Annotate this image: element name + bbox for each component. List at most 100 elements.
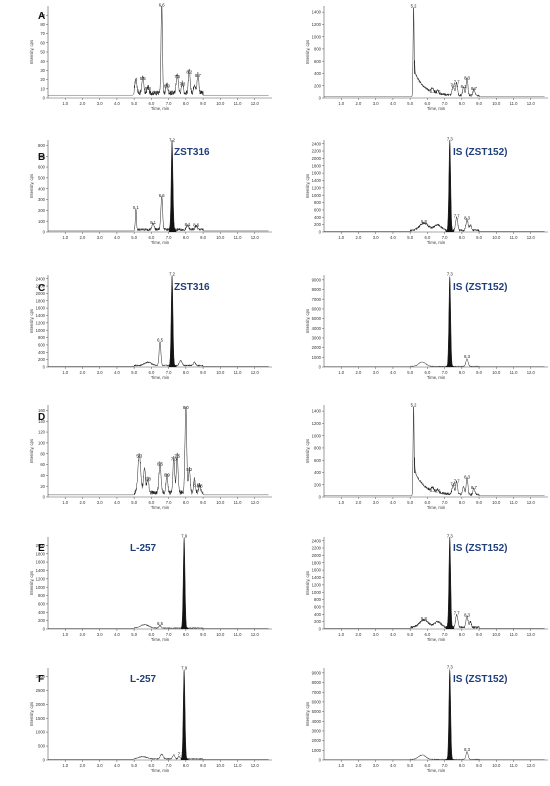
y-tick-label-f-right: 3000 [312,729,322,734]
y-tick-label-d-left: 40 [40,473,45,478]
y-tick-label-a-right: 200 [314,83,322,88]
peak-label-a-right: 5.2 [411,4,417,9]
y-tick-label-b-right: 2200 [312,149,322,154]
x-tick-label-a-right: 7.0 [442,101,448,106]
x-tick-label-c-right: 3.0 [373,370,379,375]
y-tick-label-b-left: 300 [38,197,46,202]
peak-label-b-left: 7.2 [169,138,175,143]
x-tick-label-a-left: 3.0 [97,101,103,106]
y-tick-label-d-left: 0 [43,495,46,500]
x-tick-label-a-right: 8.0 [459,101,465,106]
y-axis-label-e-right: Intensity, cps [305,571,310,595]
panel-titles: ZST316 IS (ZST152) ZST316 IS (ZST152) L-… [130,147,507,685]
y-tick-label-b-right: 1400 [312,178,322,183]
y-tick-label-c-left: 0 [43,365,46,370]
y-tick-label-e-left: 1600 [36,560,46,565]
y-tick-label-b-right: 200 [314,222,322,227]
x-tick-label-c-right: 1.0 [338,370,344,375]
x-tick-label-b-right: 7.0 [442,235,448,240]
x-tick-label-d-right: 11.0 [510,500,519,505]
y-tick-label-a-left: 90 [40,13,45,18]
peak-label-e-right: 7.3 [447,533,453,538]
panel-title-b-right: IS (ZST152) [453,147,507,158]
x-tick-label-b-right: 6.0 [424,235,430,240]
y-tick-label-a-right: 0 [319,96,322,101]
x-tick-label-a-left: 2.0 [80,101,86,106]
peak-label-f-right: 8.3 [464,747,470,752]
filled-peak-e-right [445,537,455,629]
y-tick-label-c-left: 2400 [36,276,46,281]
y-tick-label-f-left: 1000 [36,730,46,735]
x-tick-label-c-left: 6.0 [148,370,154,375]
trace-line-c-left [48,275,269,367]
y-tick-label-d-right: 200 [314,482,322,487]
x-tick-label-a-left: 12.0 [251,101,260,106]
x-tick-label-a-right: 11.0 [510,101,519,106]
x-tick-label-b-left: 10.0 [216,235,225,240]
x-tick-label-d-left: 4.0 [114,500,120,505]
y-tick-label-c-left: 800 [38,335,46,340]
peak-label-a-left: 8.7 [195,73,201,78]
y-tick-label-f-left: 2000 [36,702,46,707]
trace-line-d-left [48,406,269,496]
x-tick-label-d-left: 5.0 [131,500,137,505]
x-axis-label-a-left: Time, min [151,106,170,111]
y-tick-label-e-right: 200 [314,619,322,624]
y-tick-label-d-left: 120 [38,430,46,435]
x-tick-label-b-left: 11.0 [234,235,243,240]
y-tick-label-c-left: 1400 [36,313,46,318]
y-tick-label-a-left: 0 [43,96,46,101]
panel-title-e-right: IS (ZST152) [453,543,507,554]
y-tick-label-c-left: 400 [38,350,46,355]
chart-panel-d-left: 0 20 40 60 80 100 120 140 160 1.0 2.0 3.0 4.0 5.0 6.0 7… [29,405,272,510]
y-tick-label-c-right: 3000 [312,336,322,341]
peak-label-a-right: 7.7 [454,80,460,85]
peak-label-b-left: 5.1 [133,205,139,210]
y-tick-label-e-right: 1600 [312,568,322,573]
y-tick-label-f-left: 1500 [36,716,46,721]
y-tick-label-b-left: 700 [38,154,46,159]
y-tick-label-f-right: 0 [319,758,322,763]
y-tick-label-c-left: 200 [38,357,46,362]
peak-label-d-left: 8.2 [186,467,192,472]
chart-panel-a-right: 0 200 400 600 800 1000 1200 1400 1.0 2.0 3.0 4.0 5.0… [305,4,548,111]
trace-line-b-left [48,139,269,232]
y-tick-label-d-right: 1400 [312,409,322,414]
x-tick-label-c-right: 9.0 [476,370,482,375]
y-tick-label-b-left: 500 [38,175,46,180]
y-tick-label-d-right: 1000 [312,433,322,438]
trace-line-b-right [324,139,545,233]
row-letters: A B C D E F [38,11,45,685]
y-tick-label-f-right: 1000 [312,748,322,753]
y-tick-label-d-left: 80 [40,451,45,456]
y-tick-label-c-right: 1000 [312,355,322,360]
y-tick-label-e-right: 1800 [312,560,322,565]
y-tick-label-e-left: 1800 [36,551,46,556]
peak-label-d-left: 8.8 [197,483,203,488]
x-tick-label-a-left: 11.0 [234,101,243,106]
x-tick-label-a-left: 6.0 [148,101,154,106]
chart-panel-b-right: 0 200 400 600 800 1000 1200 1400 1600 1800 2000 220… [305,136,548,245]
x-tick-label-b-left: 7.0 [166,235,172,240]
x-tick-label-b-right: 8.0 [459,235,465,240]
x-tick-label-c-left: 4.0 [114,370,120,375]
filled-peak-b-right [445,140,455,232]
y-tick-label-d-left: 160 [38,408,46,413]
x-axis-label-c-left: Time, min [151,375,170,380]
y-tick-label-f-left: 2500 [36,688,46,693]
panel-title-f-left: L-257 [130,674,157,685]
peak-label-a-left: 6.6 [159,2,165,7]
x-tick-label-d-left: 6.0 [148,500,154,505]
x-tick-label-a-left: 4.0 [114,101,120,106]
x-tick-label-e-left: 6.0 [148,632,154,637]
x-tick-label-a-right: 12.0 [527,101,536,106]
x-tick-label-a-right: 9.0 [476,101,482,106]
x-tick-label-d-right: 9.0 [476,500,482,505]
y-axis-label-c-right: Intensity, cps [305,309,310,333]
x-tick-label-f-left: 11.0 [234,763,243,768]
panel-title-c-right: IS (ZST152) [453,282,507,293]
x-tick-label-f-right: 1.0 [338,763,344,768]
x-tick-label-e-right: 11.0 [510,632,519,637]
y-tick-label-b-right: 0 [319,230,322,235]
